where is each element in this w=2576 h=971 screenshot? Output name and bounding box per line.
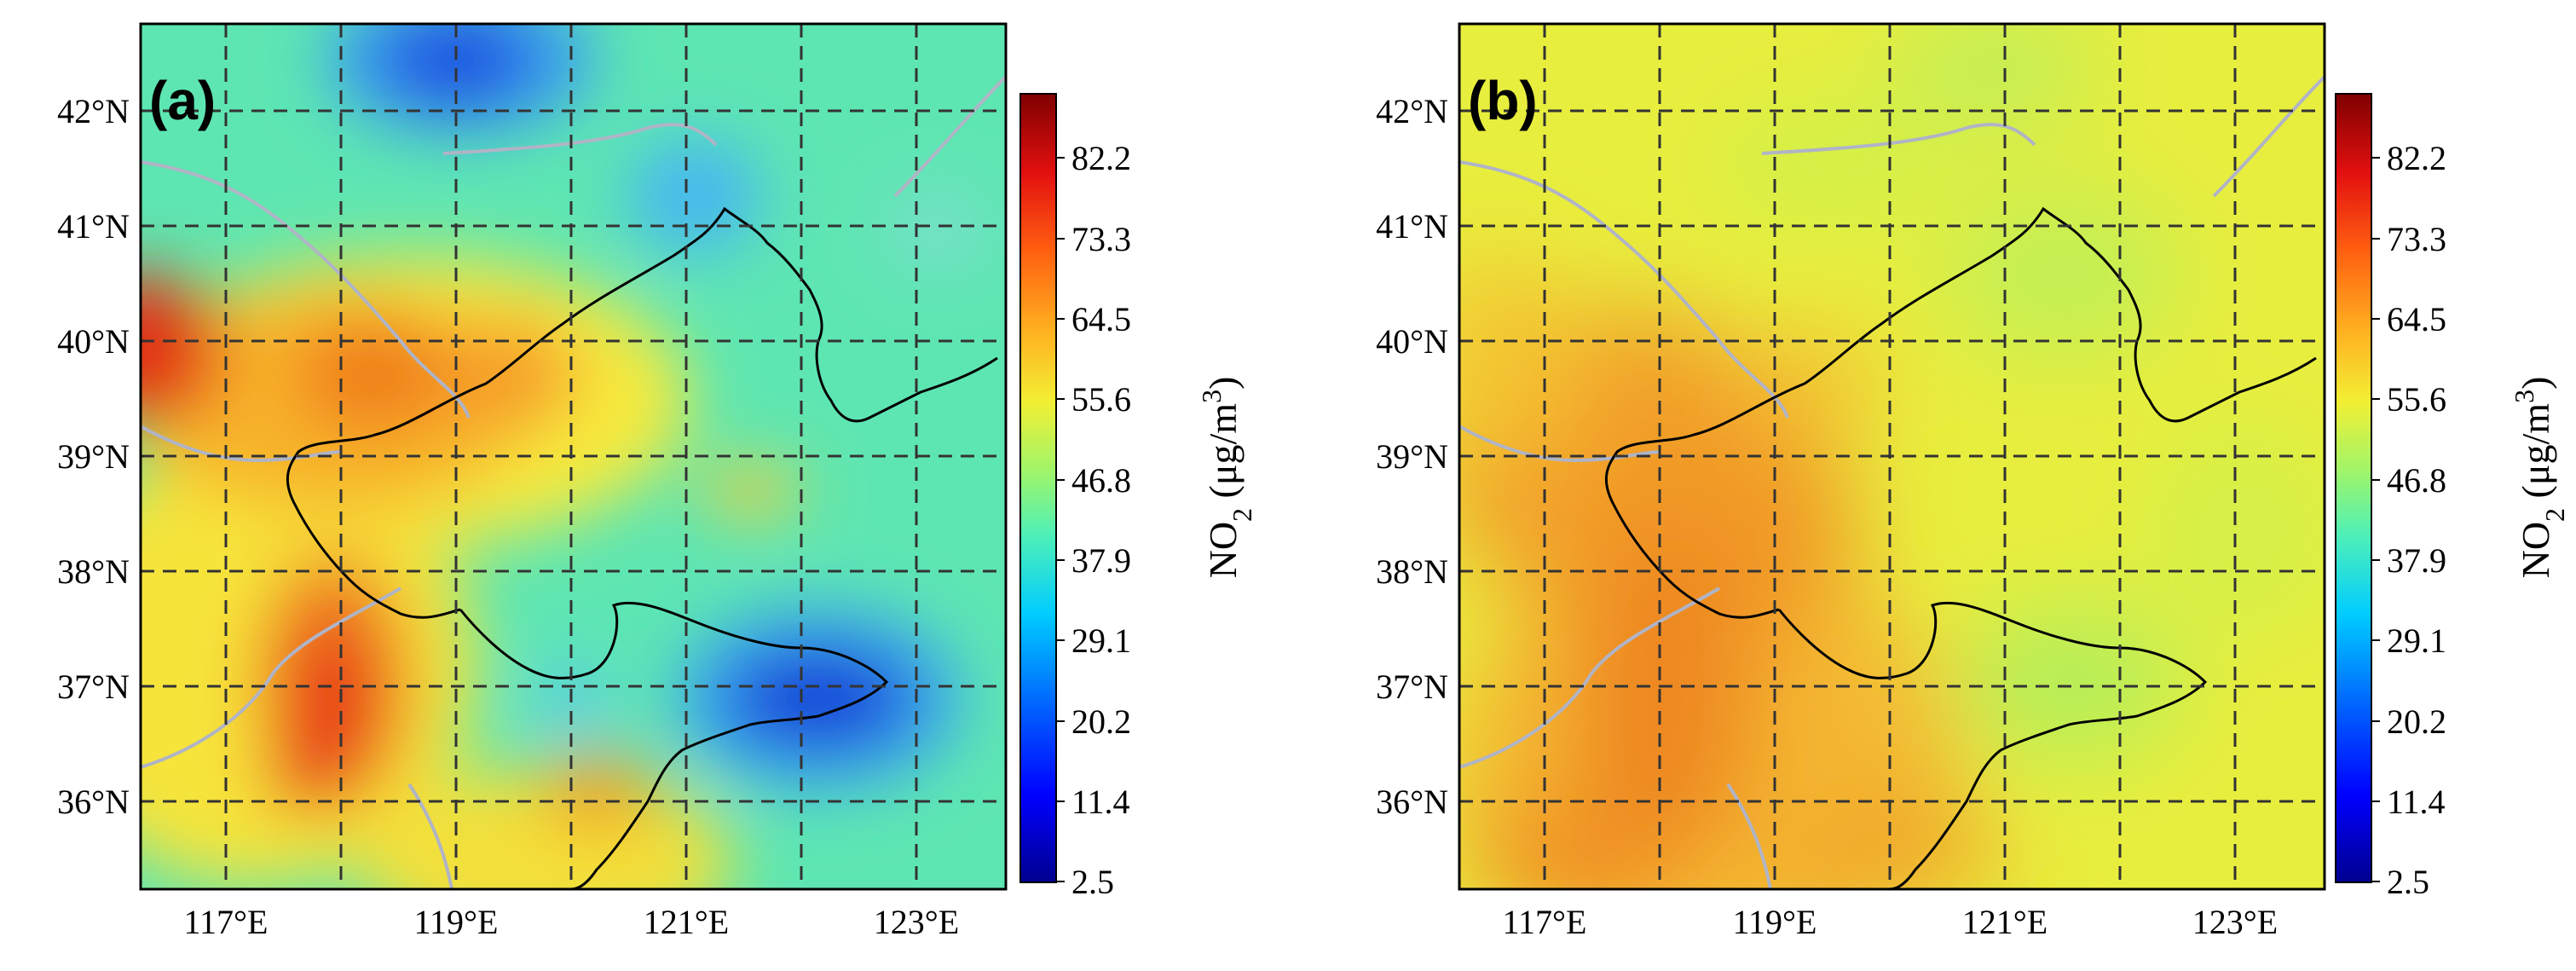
lat-tick: 40°N (57, 322, 130, 361)
lat-tick: 42°N (1376, 92, 1448, 130)
panel-a-concentration-field (141, 24, 989, 889)
colorbar-tick: 55.6 (2387, 380, 2446, 419)
panel-b-frame (1458, 22, 2326, 891)
panel-a-rivers (141, 75, 1006, 889)
colorbar-tick-marks (1056, 157, 1065, 882)
colorbar-tick: 37.9 (2387, 541, 2446, 580)
lat-tick: 38°N (1376, 552, 1448, 591)
panel-b-coastline (1604, 206, 2317, 889)
colorbar-tick-labels: 82.2 73.3 64.5 55.6 46.8 37.9 29.1 20.2 … (2387, 139, 2446, 901)
panel-b-lat-ticks: 42°N 41°N 40°N 39°N 38°N 37°N 36°N (1376, 92, 1448, 821)
colorbar-tick: 11.4 (1071, 783, 1130, 821)
panel-a-coastline (286, 206, 998, 889)
colorbar-tick: 46.8 (2387, 461, 2446, 500)
colorbar-tick: 29.1 (1071, 621, 1131, 660)
colorbar-tick: 64.5 (1071, 300, 1131, 338)
lon-tick: 119°E (414, 903, 499, 941)
colorbar-tick: 55.6 (1071, 380, 1131, 419)
panel-a-frame (139, 22, 1008, 891)
panel-a-lon-ticks: 117°E 119°E 121°E 123°E (184, 903, 960, 941)
colorbar-tick: 20.2 (2387, 702, 2446, 741)
colorbar-gradient (2335, 93, 2372, 883)
panel-a-geography (141, 75, 1006, 889)
colorbar-tick: 46.8 (1071, 461, 1131, 500)
lon-tick: 117°E (184, 903, 269, 941)
colorbar-tick: 2.5 (1071, 863, 1114, 901)
lat-tick: 38°N (57, 552, 130, 591)
colorbar-axis-label: NO2 (μg/m3) (1196, 377, 1257, 579)
panel-b-map (1459, 24, 2325, 889)
lat-tick: 41°N (57, 207, 130, 246)
colorbar-axis-label: NO2 (μg/m3) (2509, 377, 2570, 579)
panel-a-map (141, 24, 1006, 889)
lon-tick: 123°E (874, 903, 959, 941)
colorbar-tick: 64.5 (2387, 300, 2446, 338)
lon-tick: 117°E (1503, 903, 1587, 941)
lon-tick: 121°E (644, 903, 729, 941)
lat-tick: 40°N (1376, 322, 1448, 361)
panel-b-gridlines (1459, 24, 2325, 889)
lat-tick: 42°N (57, 92, 130, 130)
colorbar-tick: 82.2 (1071, 139, 1131, 177)
panel-b-rivers (1459, 75, 2325, 889)
lat-tick: 37°N (57, 668, 130, 706)
colorbar-tick-labels: 82.2 73.3 64.5 55.6 46.8 37.9 29.1 20.2 … (1071, 139, 1131, 901)
panel-a-gridlines (141, 24, 1006, 889)
panel-b-label: (b) (1468, 70, 1538, 131)
colorbar-tick: 11.4 (2387, 783, 2446, 821)
lat-tick: 39°N (57, 437, 130, 476)
panel-b-lon-ticks: 117°E 119°E 121°E 123°E (1503, 903, 2279, 941)
panel-a-label: (a) (149, 70, 216, 131)
colorbar-tick: 73.3 (2387, 220, 2446, 258)
panel-b-geography (1459, 75, 2325, 889)
colorbar-tick: 37.9 (1071, 541, 1131, 580)
colorbar-tick: 29.1 (2387, 621, 2446, 660)
lat-tick: 41°N (1376, 207, 1448, 246)
lon-tick: 121°E (1962, 903, 2048, 941)
panel-a-lat-ticks: 42°N 41°N 40°N 39°N 38°N 37°N 36°N (57, 92, 130, 821)
colorbar-tick-marks (2371, 157, 2380, 882)
panel-b-colorbar: 82.2 73.3 64.5 55.6 46.8 37.9 29.1 20.2 … (2335, 93, 2570, 901)
lon-tick: 119°E (1733, 903, 1817, 941)
panel-a-colorbar: 82.2 73.3 64.5 55.6 46.8 37.9 29.1 20.2 … (1019, 93, 1257, 901)
colorbar-tick: 20.2 (1071, 702, 1131, 741)
lat-tick: 36°N (57, 783, 130, 821)
lon-tick: 123°E (2192, 903, 2278, 941)
panel-b-concentration-field (1459, 24, 2325, 889)
lat-tick: 39°N (1376, 437, 1448, 476)
lat-tick: 37°N (1376, 668, 1448, 706)
lat-tick: 36°N (1376, 783, 1448, 821)
colorbar-tick: 2.5 (2387, 863, 2429, 901)
colorbar-gradient (1019, 93, 1057, 883)
colorbar-tick: 73.3 (1071, 220, 1131, 258)
colorbar-tick: 82.2 (2387, 139, 2446, 177)
